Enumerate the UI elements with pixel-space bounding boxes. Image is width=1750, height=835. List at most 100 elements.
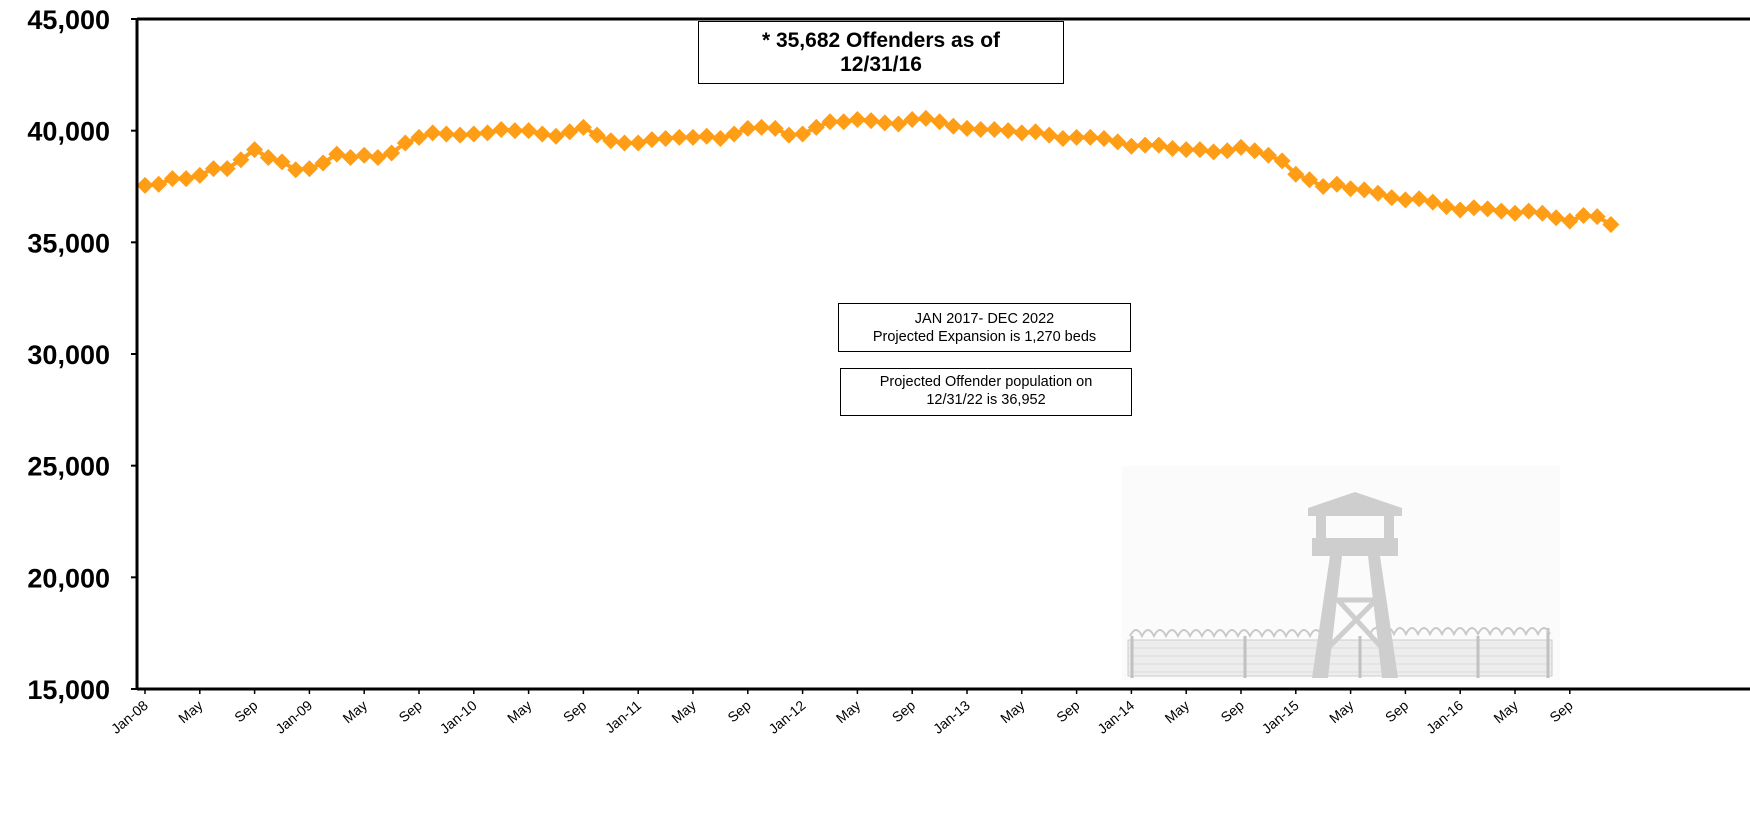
x-tick-label: Sep <box>1218 697 1248 725</box>
data-point <box>588 126 606 144</box>
current-population-note: * 35,682 Offenders as of 12/31/16 <box>698 21 1064 84</box>
data-point <box>1479 200 1497 218</box>
data-point <box>807 118 825 136</box>
data-point <box>657 129 675 147</box>
data-point <box>1109 133 1127 151</box>
data-point <box>670 128 688 146</box>
data-point <box>684 128 702 146</box>
data-point <box>698 127 716 145</box>
series-line <box>144 116 1612 227</box>
data-point <box>547 127 565 145</box>
data-point <box>506 122 524 140</box>
x-tick-label: Sep <box>396 697 426 725</box>
data-point <box>821 113 839 131</box>
data-point <box>465 125 483 143</box>
data-point <box>1205 143 1223 161</box>
data-point <box>342 148 359 166</box>
data-point <box>1533 204 1551 222</box>
data-point <box>232 151 250 169</box>
data-point <box>862 112 880 130</box>
data-point <box>1383 189 1401 207</box>
data-point <box>328 145 346 163</box>
expansion-line1: JAN 2017- DEC 2022 <box>914 311 1055 327</box>
data-point <box>1095 129 1113 147</box>
data-point <box>1424 193 1442 211</box>
x-tick-label: Sep <box>1382 697 1412 725</box>
data-point <box>150 175 168 193</box>
data-point <box>520 122 538 140</box>
x-tick-label: May <box>504 697 535 726</box>
data-point <box>574 118 592 136</box>
expansion-note: JAN 2017- DEC 2022 Projected Expansion i… <box>838 303 1131 352</box>
data-point <box>1040 126 1058 144</box>
current-population-line2: 12/31/16 <box>840 53 922 76</box>
data-point <box>1547 209 1565 227</box>
data-point <box>177 170 195 188</box>
x-tick-label: May <box>1326 697 1357 726</box>
data-point <box>1520 202 1538 220</box>
y-tick-label: 15,000 <box>27 675 110 705</box>
data-point <box>1232 138 1250 156</box>
y-tick-label: 20,000 <box>27 563 110 593</box>
x-tick-label: Jan-14 <box>1094 697 1137 737</box>
data-point <box>1328 175 1346 193</box>
watchtower-fence-icon <box>1122 466 1560 680</box>
data-point <box>1246 142 1264 160</box>
data-point <box>300 160 318 178</box>
data-point <box>1273 152 1291 170</box>
data-point <box>410 128 428 146</box>
data-point <box>1136 136 1154 154</box>
data-point <box>1410 190 1428 208</box>
projection-line2: 12/31/22 is 36,952 <box>926 392 1046 408</box>
data-point <box>136 176 154 194</box>
data-point <box>848 111 866 128</box>
x-tick-label: May <box>668 697 699 726</box>
y-tick-label: 30,000 <box>27 340 110 370</box>
x-tick-label: May <box>1162 697 1193 726</box>
data-point <box>1355 181 1373 199</box>
data-point <box>1259 146 1277 164</box>
data-point <box>1588 208 1606 226</box>
x-tick-label: Jan-09 <box>272 697 315 737</box>
x-tick-label: Sep <box>1053 697 1083 725</box>
x-tick-label: Jan-11 <box>602 697 644 736</box>
y-tick-label: 45,000 <box>27 5 110 35</box>
data-point <box>1287 165 1305 183</box>
data-point <box>835 113 853 131</box>
y-tick-label: 40,000 <box>27 117 110 147</box>
data-point <box>451 126 469 144</box>
data-point <box>1465 199 1483 217</box>
x-tick-label: Jan-08 <box>108 697 151 737</box>
data-point <box>1177 141 1195 159</box>
data-point <box>1301 171 1318 189</box>
x-tick-label: Sep <box>231 697 261 725</box>
data-point <box>1492 202 1510 220</box>
data-point <box>780 126 798 144</box>
data-point <box>711 129 729 147</box>
data-point <box>876 114 894 132</box>
data-point <box>972 121 990 139</box>
data-point <box>1342 180 1360 198</box>
data-point <box>794 125 812 143</box>
x-tick-label: Jan-15 <box>1259 697 1302 737</box>
data-point <box>1369 184 1387 202</box>
data-point <box>437 125 455 143</box>
data-point <box>1191 141 1209 159</box>
data-point <box>1027 123 1044 141</box>
data-point <box>1122 137 1140 155</box>
data-point <box>1013 124 1031 142</box>
data-point <box>1218 142 1236 160</box>
data-point <box>739 119 757 137</box>
data-point <box>1451 201 1469 219</box>
data-point <box>958 119 976 137</box>
chart-marks <box>136 109 1620 233</box>
y-tick-label: 35,000 <box>27 228 110 258</box>
data-point <box>1150 136 1168 154</box>
x-tick-label: Jan-13 <box>930 697 973 737</box>
data-point <box>259 148 277 166</box>
data-point <box>424 124 442 142</box>
data-point <box>1164 140 1181 158</box>
x-tick-label: Sep <box>724 697 754 725</box>
data-point <box>602 132 620 150</box>
